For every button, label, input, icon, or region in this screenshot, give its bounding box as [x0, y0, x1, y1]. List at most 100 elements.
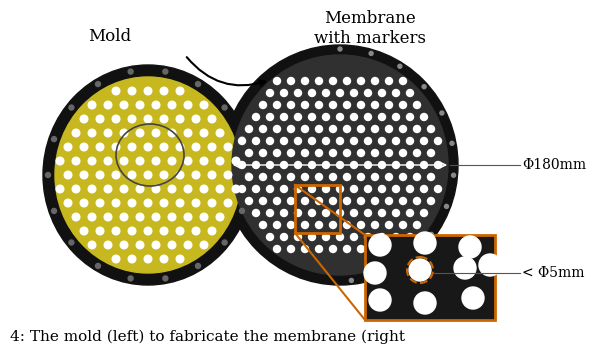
Circle shape [350, 234, 358, 240]
Circle shape [379, 161, 386, 169]
Circle shape [392, 210, 400, 217]
Circle shape [329, 149, 337, 156]
Circle shape [144, 227, 152, 235]
Circle shape [184, 129, 192, 137]
Circle shape [216, 213, 224, 221]
Circle shape [266, 234, 274, 240]
Circle shape [308, 114, 316, 120]
Circle shape [260, 149, 266, 156]
Circle shape [208, 143, 216, 151]
Circle shape [274, 173, 281, 181]
Circle shape [338, 47, 342, 51]
Circle shape [343, 102, 350, 108]
Circle shape [407, 185, 413, 193]
Circle shape [160, 115, 168, 123]
Circle shape [104, 157, 112, 165]
Circle shape [253, 185, 260, 193]
Circle shape [112, 199, 120, 207]
Circle shape [128, 69, 133, 74]
Circle shape [152, 157, 160, 165]
Circle shape [323, 185, 329, 193]
Circle shape [222, 105, 227, 110]
Circle shape [281, 210, 287, 217]
Circle shape [329, 102, 337, 108]
Circle shape [452, 173, 455, 177]
Circle shape [462, 287, 484, 309]
Circle shape [287, 126, 295, 132]
Circle shape [96, 143, 104, 151]
Circle shape [392, 114, 400, 120]
Circle shape [245, 172, 251, 177]
Circle shape [427, 149, 434, 156]
Circle shape [64, 171, 72, 179]
Circle shape [369, 234, 391, 256]
Circle shape [104, 185, 112, 193]
Circle shape [136, 157, 144, 165]
Circle shape [88, 157, 96, 165]
Circle shape [245, 198, 253, 205]
Circle shape [414, 292, 436, 314]
Ellipse shape [43, 65, 253, 285]
Circle shape [208, 115, 216, 123]
Circle shape [407, 114, 413, 120]
Circle shape [112, 171, 120, 179]
Circle shape [274, 246, 281, 252]
Circle shape [245, 149, 253, 156]
Circle shape [316, 78, 323, 85]
Ellipse shape [55, 77, 241, 273]
Circle shape [407, 234, 413, 240]
Circle shape [253, 210, 260, 217]
Circle shape [88, 241, 96, 249]
Circle shape [104, 101, 112, 109]
Circle shape [379, 210, 386, 217]
Circle shape [302, 198, 308, 205]
Text: Membrane
with markers: Membrane with markers [314, 10, 426, 47]
Circle shape [160, 143, 168, 151]
Circle shape [414, 232, 436, 254]
Circle shape [216, 129, 224, 137]
Circle shape [136, 101, 144, 109]
Circle shape [343, 246, 350, 252]
Circle shape [350, 210, 358, 217]
Circle shape [260, 126, 266, 132]
Circle shape [104, 241, 112, 249]
Circle shape [144, 115, 152, 123]
Circle shape [379, 137, 386, 144]
Circle shape [96, 227, 104, 235]
Circle shape [88, 213, 96, 221]
Ellipse shape [232, 55, 448, 275]
Circle shape [371, 149, 379, 156]
Circle shape [386, 246, 392, 252]
Circle shape [358, 198, 365, 205]
Circle shape [371, 102, 379, 108]
Circle shape [245, 173, 253, 181]
Circle shape [168, 241, 176, 249]
Circle shape [440, 111, 444, 115]
Circle shape [128, 276, 133, 281]
Circle shape [302, 78, 308, 85]
Circle shape [371, 222, 379, 228]
Circle shape [274, 126, 281, 132]
Circle shape [192, 171, 200, 179]
Circle shape [46, 172, 50, 177]
Circle shape [386, 102, 392, 108]
Circle shape [216, 157, 224, 165]
Circle shape [52, 137, 56, 142]
Circle shape [281, 137, 287, 144]
Circle shape [287, 78, 295, 85]
Circle shape [200, 213, 208, 221]
Circle shape [365, 185, 371, 193]
Circle shape [96, 199, 104, 207]
Circle shape [176, 115, 184, 123]
Circle shape [369, 51, 373, 56]
Circle shape [358, 173, 365, 181]
Circle shape [343, 198, 350, 205]
Circle shape [56, 185, 64, 193]
Circle shape [323, 137, 329, 144]
Circle shape [379, 234, 386, 240]
Circle shape [427, 198, 434, 205]
Circle shape [295, 210, 302, 217]
Circle shape [128, 199, 136, 207]
Circle shape [208, 227, 216, 235]
Circle shape [454, 257, 476, 279]
